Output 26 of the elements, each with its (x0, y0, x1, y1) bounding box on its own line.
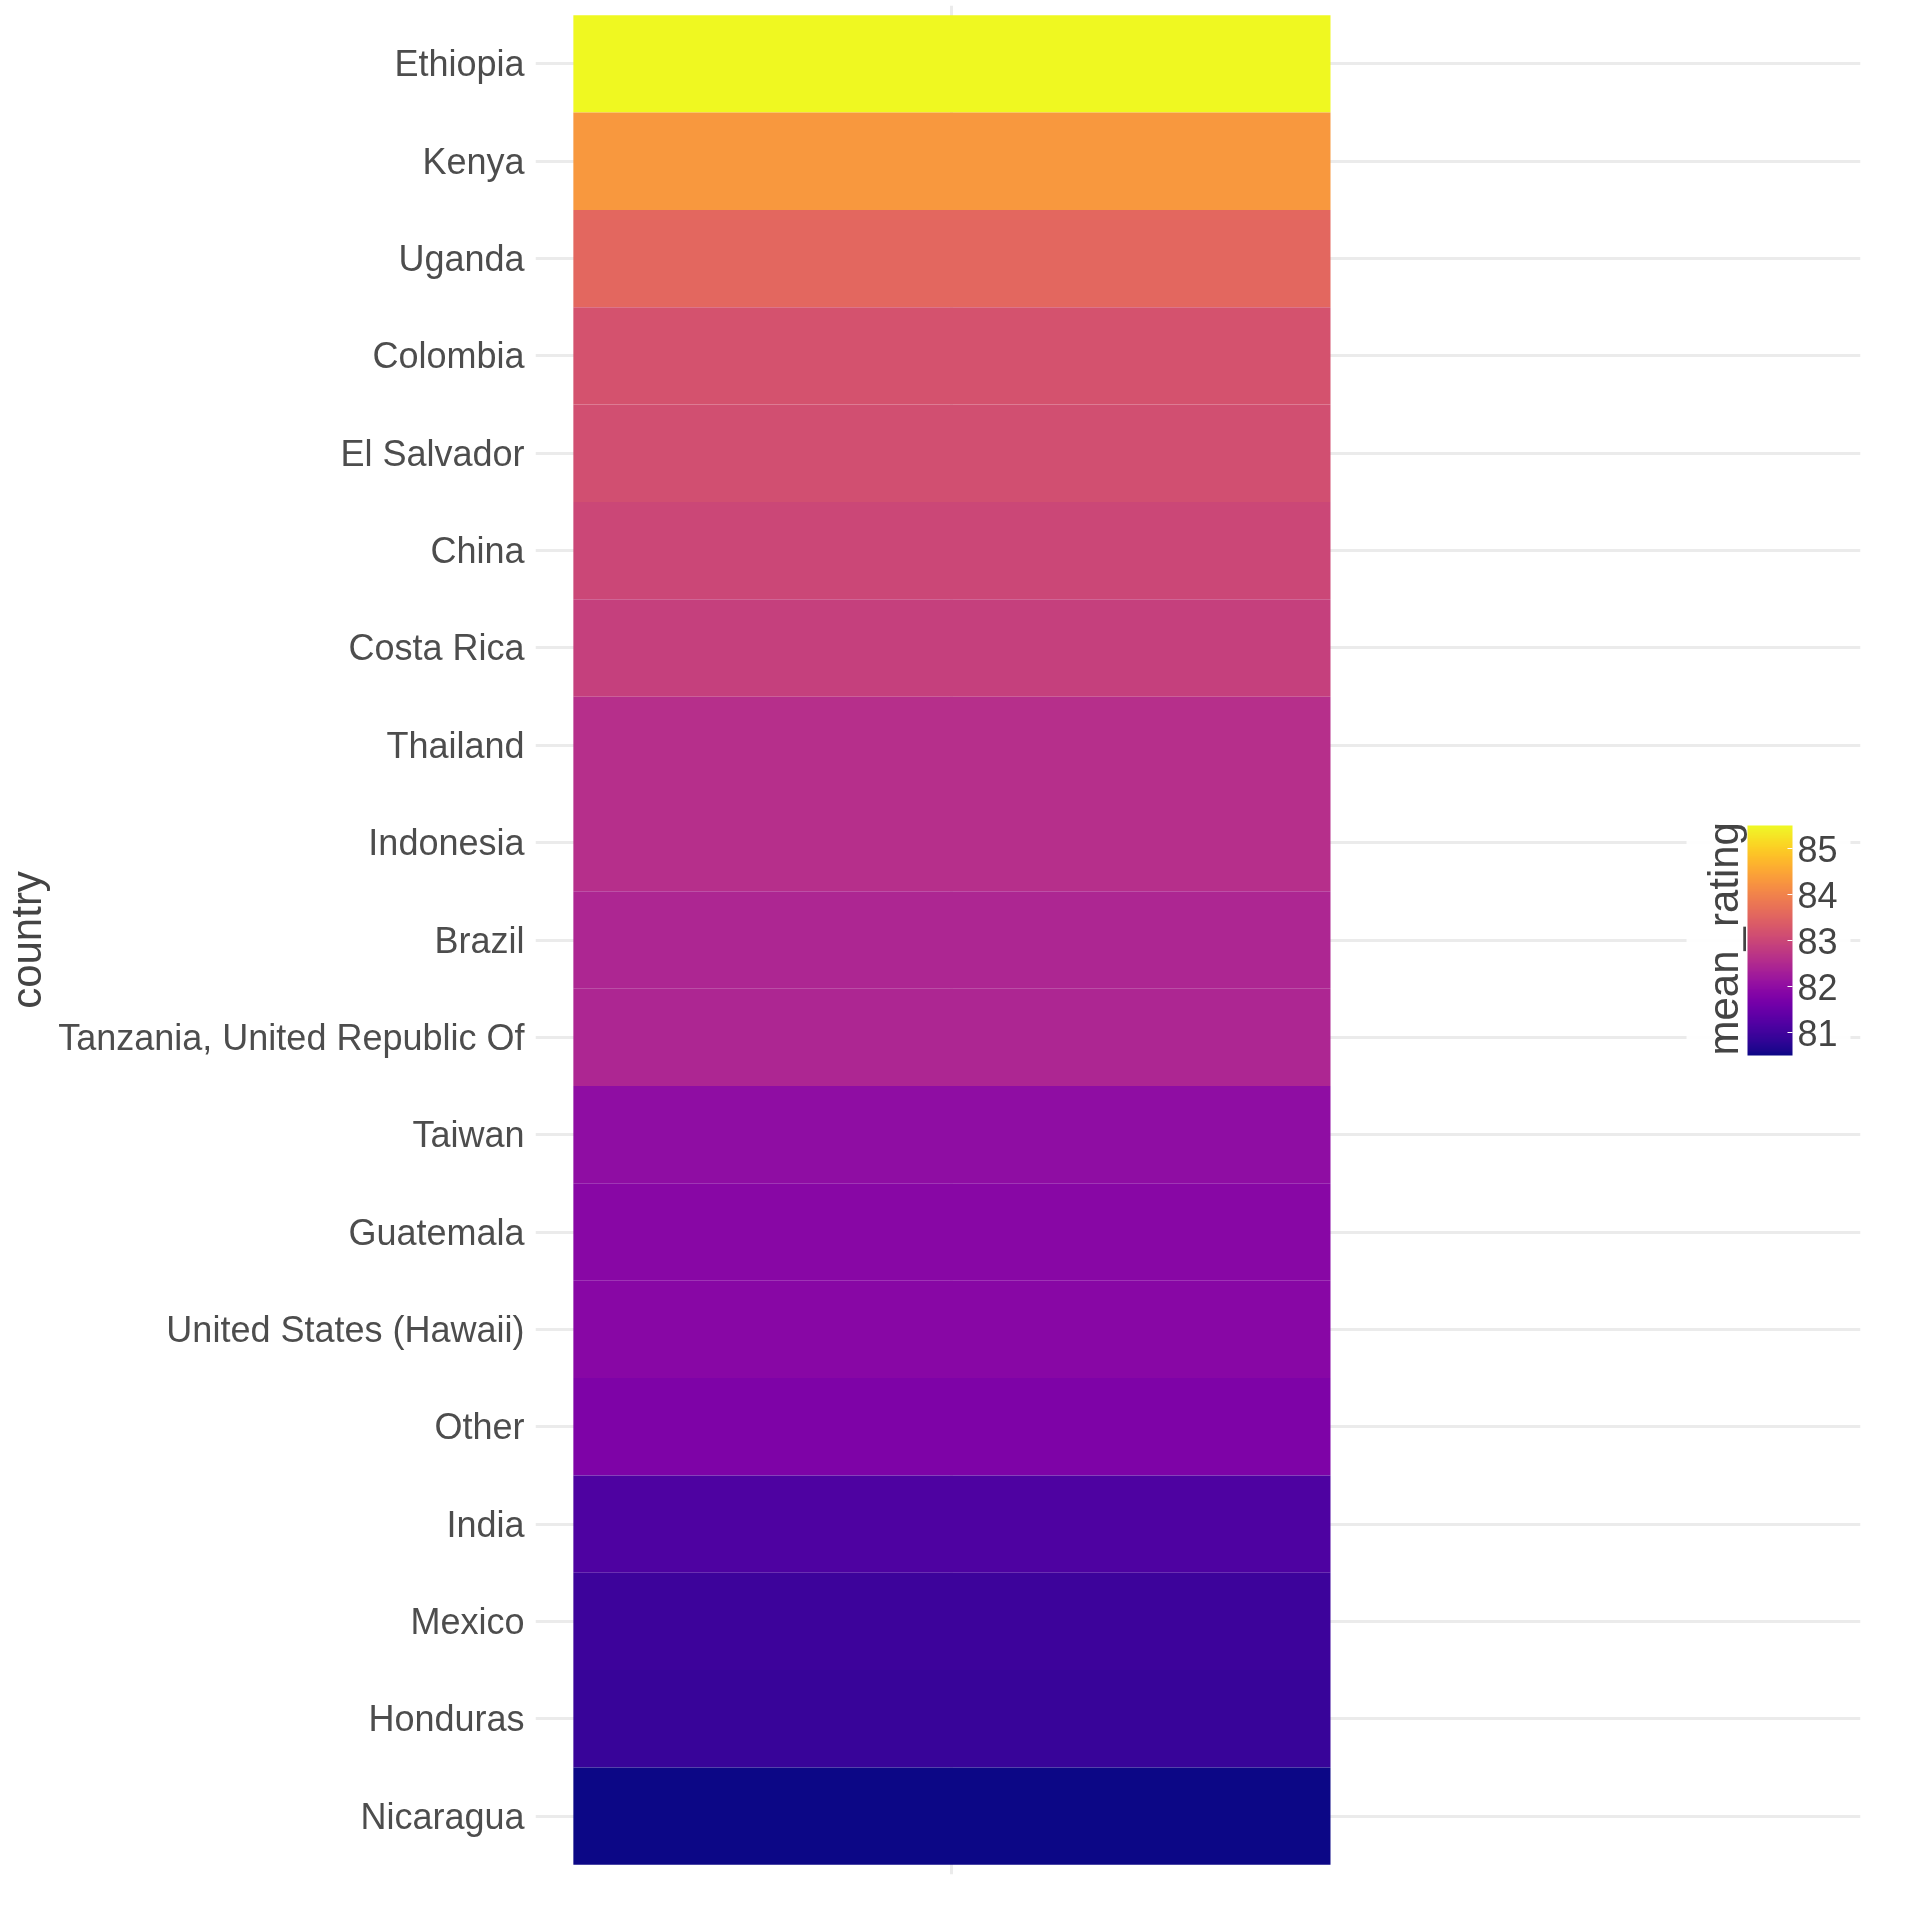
y-tick-label: Guatemala (348, 1211, 526, 1253)
color-bar-label: 84 (1797, 874, 1838, 916)
y-tick-label: China (430, 530, 526, 572)
y-tick-label: United States (Hawaii) (166, 1308, 525, 1350)
y-tick-label: Thailand (386, 724, 525, 766)
y-tick-label: India (446, 1503, 526, 1545)
color-bar-title: mean_rating (1699, 822, 1747, 1056)
y-axis-title: country (3, 871, 51, 1009)
color-bar-label: 85 (1797, 828, 1838, 870)
y-tick-label: Nicaragua (360, 1795, 526, 1837)
y-tick-label: Tanzania, United Republic Of (58, 1016, 526, 1058)
y-tick-label: Indonesia (368, 822, 526, 864)
y-tick-label: Colombia (372, 335, 526, 377)
y-tick-label: Ethiopia (394, 43, 526, 85)
color-bar-label: 81 (1797, 1012, 1838, 1054)
y-tick-label: Brazil (434, 919, 525, 961)
y-tick-label: Other (434, 1406, 525, 1448)
y-tick-label: Uganda (398, 238, 526, 280)
y-tick-label: Honduras (368, 1698, 525, 1740)
y-tick-label: El Salvador (340, 432, 525, 474)
y-tick-label: Taiwan (412, 1114, 525, 1156)
color-bar-label: 82 (1797, 966, 1838, 1008)
y-tick-label: Costa Rica (348, 627, 526, 669)
color-bar-label: 83 (1797, 920, 1838, 962)
y-tick-label: Kenya (422, 140, 526, 182)
y-tick-label: Mexico (410, 1600, 525, 1642)
